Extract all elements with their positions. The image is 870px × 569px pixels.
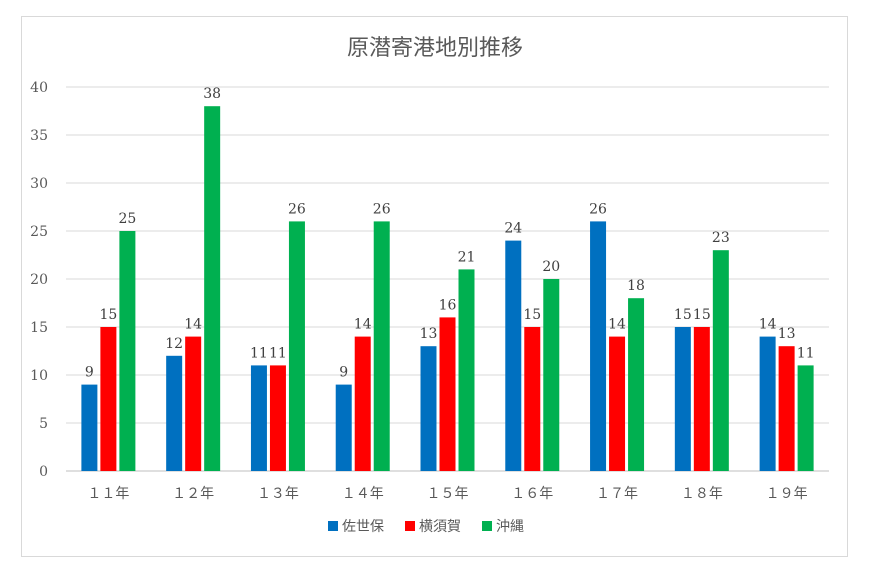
y-tick-label: 40 [30, 80, 48, 96]
bar [543, 279, 560, 471]
data-label: 18 [627, 278, 645, 294]
bar [590, 221, 607, 471]
data-label: 9 [85, 365, 94, 381]
bar [204, 106, 221, 471]
data-label: 23 [712, 230, 730, 246]
x-tick-label: １８年 [681, 486, 723, 502]
x-tick-label: １７年 [596, 486, 638, 502]
y-axis: 0 5 10 15 20 25 30 35 40 [30, 80, 48, 480]
x-tick-label: １６年 [511, 486, 553, 502]
data-label: 20 [542, 259, 560, 275]
bar [505, 240, 522, 471]
legend-swatch [405, 521, 415, 531]
legend-label: 横須賀 [419, 519, 461, 535]
data-label: 11 [797, 345, 815, 361]
data-label: 24 [504, 221, 522, 237]
y-tick-label: 20 [30, 272, 48, 288]
data-label: 12 [165, 336, 183, 352]
y-tick-label: 5 [39, 416, 48, 432]
y-tick-label: 30 [30, 176, 48, 192]
y-tick-label: 10 [30, 368, 48, 384]
data-label: 14 [184, 317, 202, 333]
data-label: 14 [759, 317, 777, 333]
x-tick-label: １３年 [257, 486, 299, 502]
data-label: 14 [354, 317, 372, 333]
bar [119, 231, 136, 471]
data-label: 9 [339, 365, 348, 381]
y-tick-label: 25 [30, 224, 48, 240]
legend-swatch [482, 521, 492, 531]
data-label: 14 [608, 317, 626, 333]
data-label: 13 [778, 326, 796, 342]
y-tick-label: 0 [39, 464, 48, 480]
data-label: 11 [269, 345, 287, 361]
bar [354, 336, 371, 471]
bar [81, 384, 98, 471]
legend-label: 佐世保 [342, 519, 384, 535]
legend: 佐世保 横須賀 沖縄 [328, 519, 524, 535]
bar [778, 346, 795, 471]
bar [458, 269, 475, 471]
bar [420, 346, 437, 471]
bar [335, 384, 352, 471]
bar [524, 327, 541, 471]
x-tick-label: １１年 [87, 486, 129, 502]
legend-label: 沖縄 [496, 519, 524, 535]
bar [185, 336, 202, 471]
data-label: 16 [439, 297, 457, 313]
bar [693, 327, 710, 471]
y-tick-label: 15 [30, 320, 48, 336]
bar [439, 317, 456, 471]
data-label: 26 [589, 201, 607, 217]
data-label: 15 [693, 307, 711, 323]
x-tick-label: １４年 [342, 486, 384, 502]
data-label: 15 [99, 307, 117, 323]
data-label: 21 [458, 249, 476, 265]
legend-swatch [328, 521, 338, 531]
x-tick-label: １９年 [766, 486, 808, 502]
bar [674, 327, 691, 471]
bar [250, 365, 267, 471]
bar [609, 336, 626, 471]
chart-title: 原潜寄港地別推移 [347, 36, 523, 61]
data-label: 26 [288, 201, 306, 217]
data-label: 15 [674, 307, 692, 323]
data-label: 15 [523, 307, 541, 323]
bar [712, 250, 729, 471]
bar [759, 336, 776, 471]
bar [797, 365, 814, 471]
bar [100, 327, 117, 471]
data-label: 26 [373, 201, 391, 217]
y-tick-label: 35 [30, 128, 48, 144]
data-label: 13 [420, 326, 438, 342]
x-axis: １１年 １２年 １３年 １４年 １５年 １６年 １７年 １８年 １９年 [87, 486, 807, 502]
bar [373, 221, 390, 471]
x-tick-label: １２年 [172, 486, 214, 502]
data-label: 38 [203, 86, 221, 102]
bars [81, 106, 814, 471]
bar [288, 221, 305, 471]
data-label: 25 [118, 211, 136, 227]
bar [628, 298, 645, 471]
bar [269, 365, 286, 471]
bar [166, 355, 183, 471]
x-tick-label: １５年 [427, 486, 469, 502]
data-label: 11 [250, 345, 268, 361]
